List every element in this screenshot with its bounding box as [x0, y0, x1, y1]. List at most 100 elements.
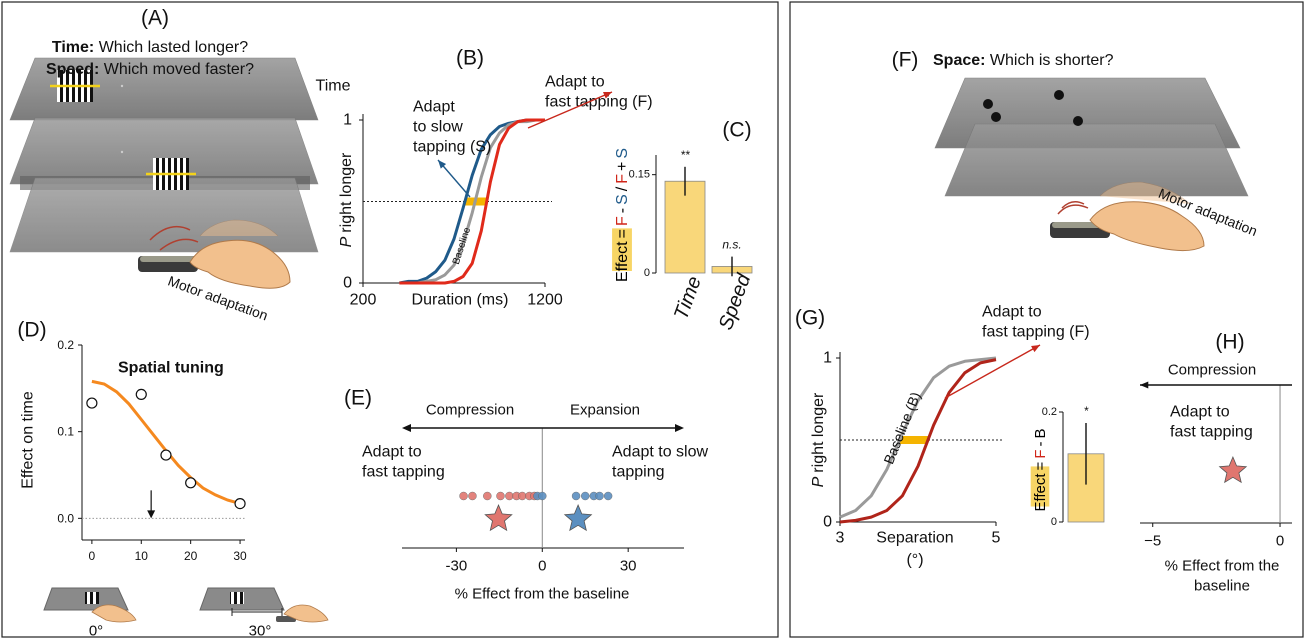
- y-axis-label-part: F: [614, 216, 631, 226]
- x-tick-label: 5: [992, 530, 1001, 547]
- data-point: [603, 491, 613, 501]
- x-tick-label: 3: [836, 530, 845, 547]
- annotation: Baseline: [451, 226, 473, 266]
- panel-label: (B): [456, 47, 484, 70]
- series-label: fast tapping: [362, 464, 445, 481]
- y-axis-label-part: =: [1032, 461, 1049, 470]
- y-tick-label: 0: [1051, 516, 1057, 528]
- direction-label: Compression: [426, 402, 514, 419]
- data-point: [483, 491, 492, 501]
- y-axis-label-part: right longer: [810, 392, 827, 473]
- left-frame: [1, 1, 779, 638]
- y-axis-label-part: =: [614, 229, 631, 238]
- illustration-f: [934, 77, 1249, 252]
- annotation: tapping (S): [413, 139, 491, 156]
- x-axis-label: Duration (ms): [412, 292, 509, 309]
- x-axis-label: Separation: [876, 530, 953, 547]
- x-axis-label: % Effect from the: [1165, 558, 1280, 575]
- data-point: [571, 491, 581, 501]
- annotation-arrow: [527, 91, 613, 129]
- data-point: [580, 491, 590, 501]
- mean-star: [484, 503, 513, 532]
- y-axis-label: Effect = F - S / F + S: [614, 148, 631, 282]
- x-tick-label: −5: [1144, 533, 1161, 550]
- x-axis-label: baseline: [1194, 578, 1250, 595]
- inset-label: 30°: [249, 623, 272, 640]
- y-axis-label-part: Effect: [1032, 473, 1049, 512]
- task-question: Which is shorter?: [990, 52, 1114, 69]
- annotation: Adapt to: [545, 74, 605, 91]
- chart-title: Spatial tuning: [118, 360, 224, 377]
- panel-label: (D): [17, 319, 46, 342]
- significance-label: *: [1084, 404, 1089, 418]
- inset-label: 0°: [89, 623, 103, 640]
- x-tick-label: 0: [89, 549, 96, 563]
- data-point: [538, 491, 547, 501]
- data-point: [595, 491, 604, 501]
- panel-label: (H): [1215, 331, 1244, 354]
- annotation-arrow-head: [1031, 345, 1040, 353]
- x-tick-label: 0: [1276, 533, 1284, 550]
- x-tick-label: 200: [350, 292, 377, 309]
- y-axis-label-part: -: [614, 208, 631, 213]
- y-tick-label: 0.0: [57, 511, 74, 525]
- mean-star: [1218, 455, 1248, 484]
- y-tick-label: 0: [644, 267, 650, 279]
- y-tick-label: 0.15: [629, 169, 650, 181]
- annotation: to slow: [413, 119, 463, 136]
- y-axis-label-part: S: [614, 194, 631, 205]
- data-point: [459, 491, 468, 501]
- panel-label: (F): [892, 49, 919, 72]
- annotation: fast tapping (F): [982, 324, 1090, 341]
- x-axis-label: % Effect from the baseline: [455, 586, 630, 603]
- psychometric-curve: [399, 118, 545, 285]
- data-point: [234, 498, 246, 510]
- y-axis-label-part: P: [338, 236, 355, 247]
- significance-label: n.s.: [722, 238, 741, 252]
- task-question: Which lasted longer?: [99, 39, 249, 56]
- right-frame: [789, 1, 1304, 638]
- series-label: Adapt to: [362, 444, 422, 461]
- label-highlight: [1030, 466, 1050, 507]
- y-axis-label-part: F: [1032, 449, 1049, 458]
- task-name: Time:: [52, 39, 94, 56]
- task-name: Speed:: [46, 61, 99, 78]
- direction-arrow-head: [1140, 381, 1149, 389]
- x-tick-label: 0: [538, 558, 546, 575]
- y-axis-label-part: -: [1032, 441, 1049, 446]
- y-tick-label: 0.2: [1042, 406, 1057, 418]
- x-tick-label: Time: [670, 273, 706, 322]
- x-tick-label: 30: [620, 558, 637, 575]
- task-line: Speed: Which moved faster?: [46, 61, 254, 78]
- annotation-arrow-head: [603, 92, 612, 99]
- direction-arrow-head: [402, 424, 411, 432]
- mean-star: [563, 503, 593, 532]
- x-tick-label: 1200: [527, 292, 563, 309]
- series-label: tapping: [612, 464, 665, 481]
- label-highlight: [612, 228, 632, 271]
- y-axis-label-part: +: [614, 162, 631, 171]
- fit-curve: [91, 379, 241, 506]
- data-point: [505, 491, 514, 501]
- x-tick-label: 10: [135, 549, 149, 563]
- x-tick-label: Speed: [715, 270, 756, 333]
- y-axis-label: Effect on time: [20, 391, 37, 489]
- y-tick-label: 1: [823, 350, 832, 367]
- annotation: Baseline (B): [880, 390, 923, 467]
- task-line: Time: Which lasted longer?: [52, 39, 248, 56]
- data-point: [517, 491, 527, 501]
- data-point: [86, 397, 98, 409]
- significance-label: **: [680, 148, 690, 162]
- panel-label: (E): [344, 387, 372, 410]
- y-tick-label: 0.2: [57, 338, 74, 352]
- y-axis-label-part: B: [1032, 428, 1049, 438]
- data-point: [185, 477, 197, 489]
- y-tick-label: 1: [343, 112, 352, 129]
- direction-arrow-head: [675, 424, 684, 432]
- y-axis-label: Pright longer: [338, 152, 355, 247]
- x-tick-label: 30: [233, 549, 247, 563]
- x-axis-label: (°): [906, 552, 923, 569]
- series-label: fast tapping: [1170, 424, 1253, 441]
- illustration-a: [9, 57, 319, 289]
